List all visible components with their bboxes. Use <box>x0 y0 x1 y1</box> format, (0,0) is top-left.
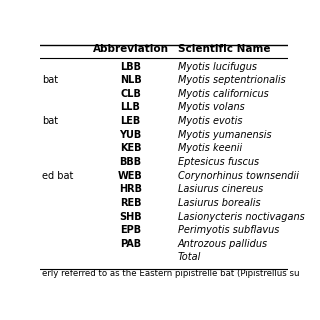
Text: HRB: HRB <box>119 184 142 194</box>
Text: Corynorhinus townsendii: Corynorhinus townsendii <box>178 171 299 181</box>
Text: YUB: YUB <box>119 130 142 140</box>
Text: Lasiurus cinereus: Lasiurus cinereus <box>178 184 263 194</box>
Text: SHB: SHB <box>119 212 142 221</box>
Text: LEB: LEB <box>120 116 141 126</box>
Text: Myotis evotis: Myotis evotis <box>178 116 242 126</box>
Text: Antrozous pallidus: Antrozous pallidus <box>178 239 268 249</box>
Text: Myotis septentrionalis: Myotis septentrionalis <box>178 75 285 85</box>
Text: Scientific Name: Scientific Name <box>178 44 270 54</box>
Text: Myotis keenii: Myotis keenii <box>178 143 242 153</box>
Text: Lasiurus borealis: Lasiurus borealis <box>178 198 260 208</box>
Text: PAB: PAB <box>120 239 141 249</box>
Text: ed bat: ed bat <box>43 171 74 181</box>
Text: Abbreviation: Abbreviation <box>92 44 169 54</box>
Text: EPB: EPB <box>120 225 141 235</box>
Text: bat: bat <box>43 116 59 126</box>
Text: Myotis volans: Myotis volans <box>178 102 244 113</box>
Text: Eptesicus fuscus: Eptesicus fuscus <box>178 157 259 167</box>
Text: Total: Total <box>178 252 201 262</box>
Text: LBB: LBB <box>120 61 141 72</box>
Text: Myotis lucifugus: Myotis lucifugus <box>178 61 257 72</box>
Text: CLB: CLB <box>120 89 141 99</box>
Text: Lasionycteris noctivagans: Lasionycteris noctivagans <box>178 212 304 221</box>
Text: REB: REB <box>120 198 141 208</box>
Text: Myotis yumanensis: Myotis yumanensis <box>178 130 271 140</box>
Text: LLB: LLB <box>121 102 140 113</box>
Text: BBB: BBB <box>119 157 141 167</box>
Text: WEB: WEB <box>118 171 143 181</box>
Text: NLB: NLB <box>120 75 141 85</box>
Text: bat: bat <box>43 75 59 85</box>
Text: Myotis californicus: Myotis californicus <box>178 89 268 99</box>
Text: erly referred to as the Eastern pipistrelle bat (Pipistrellus su: erly referred to as the Eastern pipistre… <box>43 269 300 278</box>
Text: KEB: KEB <box>120 143 141 153</box>
Text: Perimyotis subflavus: Perimyotis subflavus <box>178 225 279 235</box>
